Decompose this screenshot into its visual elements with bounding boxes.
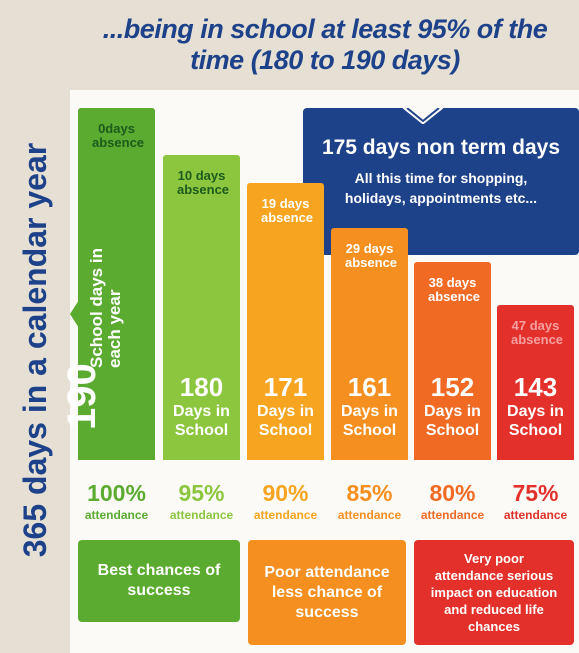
bar: 0days absence 190 School days in each year [60, 108, 155, 460]
outcome-box: Poor attendance less chance of success [248, 540, 406, 645]
pointer [70, 300, 79, 328]
bar: 38 days absence 152 Days in School [414, 262, 491, 460]
days-value: 171 [263, 372, 308, 402]
attendance-label: attendance [420, 508, 485, 522]
percent: 85% [346, 480, 393, 506]
percent: 90% [262, 480, 309, 506]
absence-label: 19 days absence [261, 196, 314, 225]
absence-label: 47 days absence [511, 318, 564, 347]
outcome-box: Best chances of success [78, 540, 240, 622]
bar: 29 days absence 161 Days in School [331, 228, 408, 460]
absence-label: 29 days absence [345, 241, 398, 270]
days-value: 143 [513, 372, 558, 402]
days-value: 161 [347, 372, 392, 402]
absence-label: 38 days absence [428, 275, 481, 304]
days-value: 152 [430, 372, 475, 402]
title: ...being in school at least 95% of the t… [102, 14, 548, 75]
callout-text: All this time for shopping, holidays, ap… [344, 170, 538, 206]
days-label: Days in School [507, 403, 564, 439]
absence-label: 0days absence [92, 121, 145, 150]
percent: 95% [178, 480, 225, 506]
bar: 10 days absence 180 Days in School [163, 155, 240, 460]
bar: 47 days absence 143 Days in School [497, 305, 574, 460]
outcome-box: Very poor attendance serious impact on e… [414, 540, 574, 645]
attendance-label: attendance [503, 508, 568, 522]
days-label: School days in each year [87, 248, 124, 368]
days-label: Days in School [341, 403, 398, 439]
attendance-label: attendance [337, 508, 402, 522]
attendance-label: attendance [253, 508, 318, 522]
bar: 19 days absence 171 Days in School [247, 183, 324, 460]
attendance-label: attendance [84, 508, 149, 522]
percent: 80% [429, 480, 476, 506]
notch [403, 108, 443, 124]
callout-title: 175 days non term days [321, 136, 561, 159]
side-label: 365 days in a calendar year [17, 142, 53, 558]
absence-label: 10 days absence [177, 168, 230, 197]
days-value: 180 [179, 372, 224, 402]
attendance-label: attendance [169, 508, 234, 522]
percent: 100% [87, 480, 146, 506]
days-label: Days in School [257, 403, 314, 439]
callout: 175 days non term days All this time for… [303, 108, 579, 255]
percent: 75% [512, 480, 559, 506]
days-label: Days in School [173, 403, 230, 439]
days-label: Days in School [424, 403, 481, 439]
